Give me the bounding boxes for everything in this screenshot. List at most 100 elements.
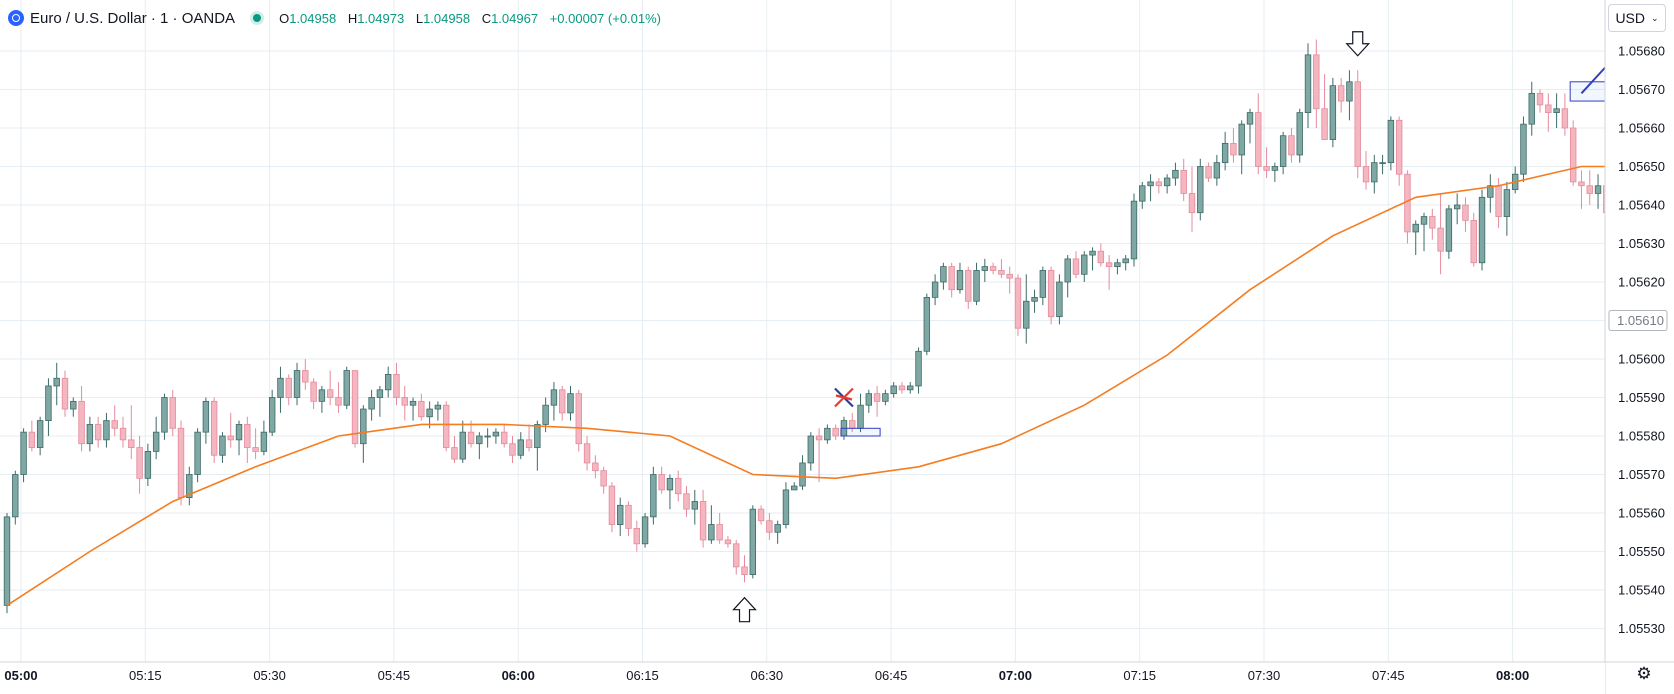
candle: [1553, 93, 1560, 128]
candle-body: [658, 474, 665, 491]
symbol-header[interactable]: Euro / U.S. Dollar · 1 · OANDA O1.04958 …: [8, 8, 661, 28]
gear-icon[interactable]: ⚙: [1636, 664, 1652, 683]
candle: [1387, 116, 1395, 171]
time-tick-label: 06:15: [626, 668, 659, 683]
candle: [907, 382, 914, 394]
candle: [857, 393, 864, 433]
candle: [1503, 181, 1511, 236]
candle: [1288, 128, 1295, 163]
candle-body: [940, 266, 947, 283]
forex-flag-icon: [8, 10, 24, 26]
candle-body: [169, 397, 176, 429]
candle: [1014, 274, 1022, 336]
candle-body: [285, 377, 292, 398]
candle: [244, 416, 251, 463]
price-tick-label: 1.05640: [1618, 198, 1665, 213]
candle-body: [675, 477, 682, 495]
candle-body: [1039, 270, 1047, 298]
candle-body: [807, 435, 815, 464]
candle: [12, 470, 19, 525]
candle: [202, 397, 210, 444]
cross-marker[interactable]: [834, 387, 854, 408]
candle: [293, 362, 301, 406]
candle-body: [1271, 166, 1279, 171]
candle-body: [923, 296, 931, 352]
down-arrow[interactable]: [1345, 31, 1371, 57]
candle-body: [86, 424, 94, 445]
candle-body: [1304, 54, 1312, 113]
candle-body: [1470, 219, 1477, 264]
candle-body: [617, 504, 624, 525]
candle: [592, 455, 599, 479]
candle: [1064, 255, 1071, 298]
candle: [774, 520, 781, 544]
candle: [1420, 212, 1428, 252]
candle: [1362, 151, 1370, 190]
time-tick-label: 07:30: [1248, 668, 1281, 683]
candle-body: [873, 393, 881, 402]
trend-line-drawing[interactable]: [1580, 65, 1608, 95]
candle: [86, 416, 94, 452]
candle-body: [1279, 135, 1287, 167]
candle-body: [592, 462, 599, 472]
candle: [509, 436, 516, 463]
candle: [1511, 166, 1519, 194]
time-axis[interactable]: 05:00 05:15 05:30 05:45 06:00 06:15 06:30 06:45…: [0, 661, 1674, 694]
candle: [534, 420, 541, 471]
candle: [1213, 154, 1221, 186]
candle-body: [890, 385, 897, 395]
candle: [1412, 220, 1419, 256]
candle: [882, 389, 889, 406]
rectangle-drawing[interactable]: [840, 427, 881, 437]
candle-body: [989, 266, 997, 271]
cross-stroke: [835, 394, 853, 401]
candle: [1561, 93, 1569, 136]
candle-body: [393, 373, 400, 398]
candle: [625, 501, 632, 537]
time-tick-label: 07:15: [1123, 668, 1156, 683]
candle-body: [78, 400, 85, 445]
candle: [492, 428, 500, 444]
candle-body: [1064, 258, 1071, 283]
up-arrow[interactable]: [732, 596, 757, 623]
price-axis[interactable]: 1.05680 1.05670 1.05660 1.05650 1.05640 1.056…: [1604, 0, 1674, 694]
candle: [633, 520, 640, 552]
candle-body: [973, 270, 980, 302]
symbol-title[interactable]: Euro / U.S. Dollar · 1 · OANDA: [30, 9, 236, 27]
candle: [103, 412, 110, 448]
candle-body: [600, 470, 607, 487]
candle-body: [70, 400, 77, 410]
candle-body: [1072, 258, 1080, 275]
candle-body: [998, 270, 1005, 275]
candle: [716, 513, 723, 544]
candle: [1122, 255, 1129, 271]
candle: [1039, 266, 1047, 306]
candle: [1478, 189, 1486, 271]
candle-body: [103, 420, 110, 441]
candle-body: [1354, 81, 1361, 167]
candle-body: [774, 524, 781, 533]
candle: [393, 362, 400, 406]
candle: [459, 420, 466, 463]
candle: [650, 466, 657, 525]
candle-body: [277, 377, 284, 398]
candle: [1263, 147, 1270, 179]
drawing-annotations[interactable]: [732, 31, 1610, 623]
price-tick-label: 1.05670: [1618, 82, 1665, 97]
candle: [708, 505, 715, 544]
candle-body: [641, 516, 649, 545]
candle-body: [1263, 166, 1270, 171]
candle-body: [1561, 108, 1569, 129]
candle-body: [418, 400, 425, 418]
candle-body: [136, 447, 143, 479]
price-tick-label: 1.05540: [1618, 583, 1665, 598]
candle-body: [1246, 112, 1254, 125]
candle-body: [1122, 258, 1129, 264]
candle: [782, 482, 790, 529]
currency-selector-button[interactable]: USD ⌄: [1608, 4, 1666, 32]
candle: [1089, 247, 1096, 271]
candle-body: [882, 393, 889, 402]
candle: [989, 262, 997, 275]
candle-body: [1056, 281, 1063, 318]
